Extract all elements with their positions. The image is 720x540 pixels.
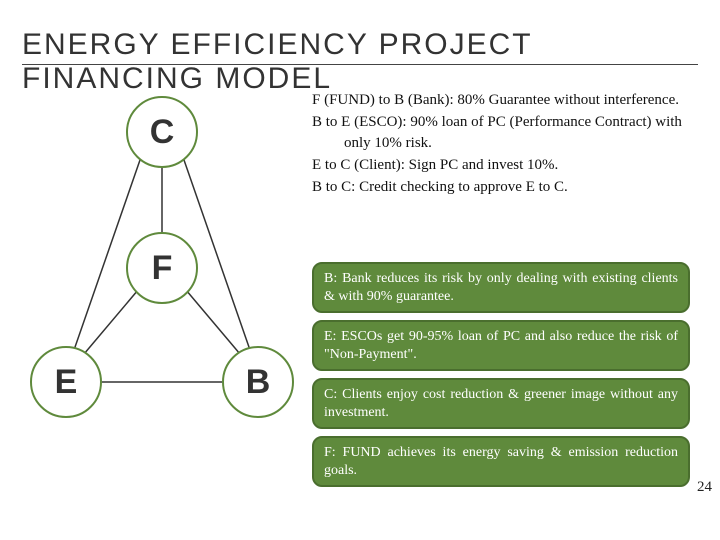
node-f: F [126,232,198,304]
node-c: C [126,96,198,168]
relation-b-to-c: B to C: Credit checking to approve E to … [312,177,690,197]
relation-e-to-c: E to C (Client): Sign PC and invest 10%. [312,155,690,175]
benefit-bank: B: Bank reduces its risk by only dealing… [312,262,690,313]
benefit-fund: F: FUND achieves its energy saving & emi… [312,436,690,487]
benefit-client: C: Clients enjoy cost reduction & greene… [312,378,690,429]
title-underline [22,64,698,65]
page-number: 24 [697,479,712,496]
node-e: E [30,346,102,418]
node-b: B [222,346,294,418]
financing-diagram: C F E B [22,88,302,428]
relation-f-to-b: F (FUND) to B (Bank): 80% Guarantee with… [312,90,690,110]
relations-text: F (FUND) to B (Bank): 80% Guarantee with… [312,90,690,199]
relation-b-to-e: B to E (ESCO): 90% loan of PC (Performan… [312,112,690,153]
benefit-esco: E: ESCOs get 90-95% loan of PC and also … [312,320,690,371]
